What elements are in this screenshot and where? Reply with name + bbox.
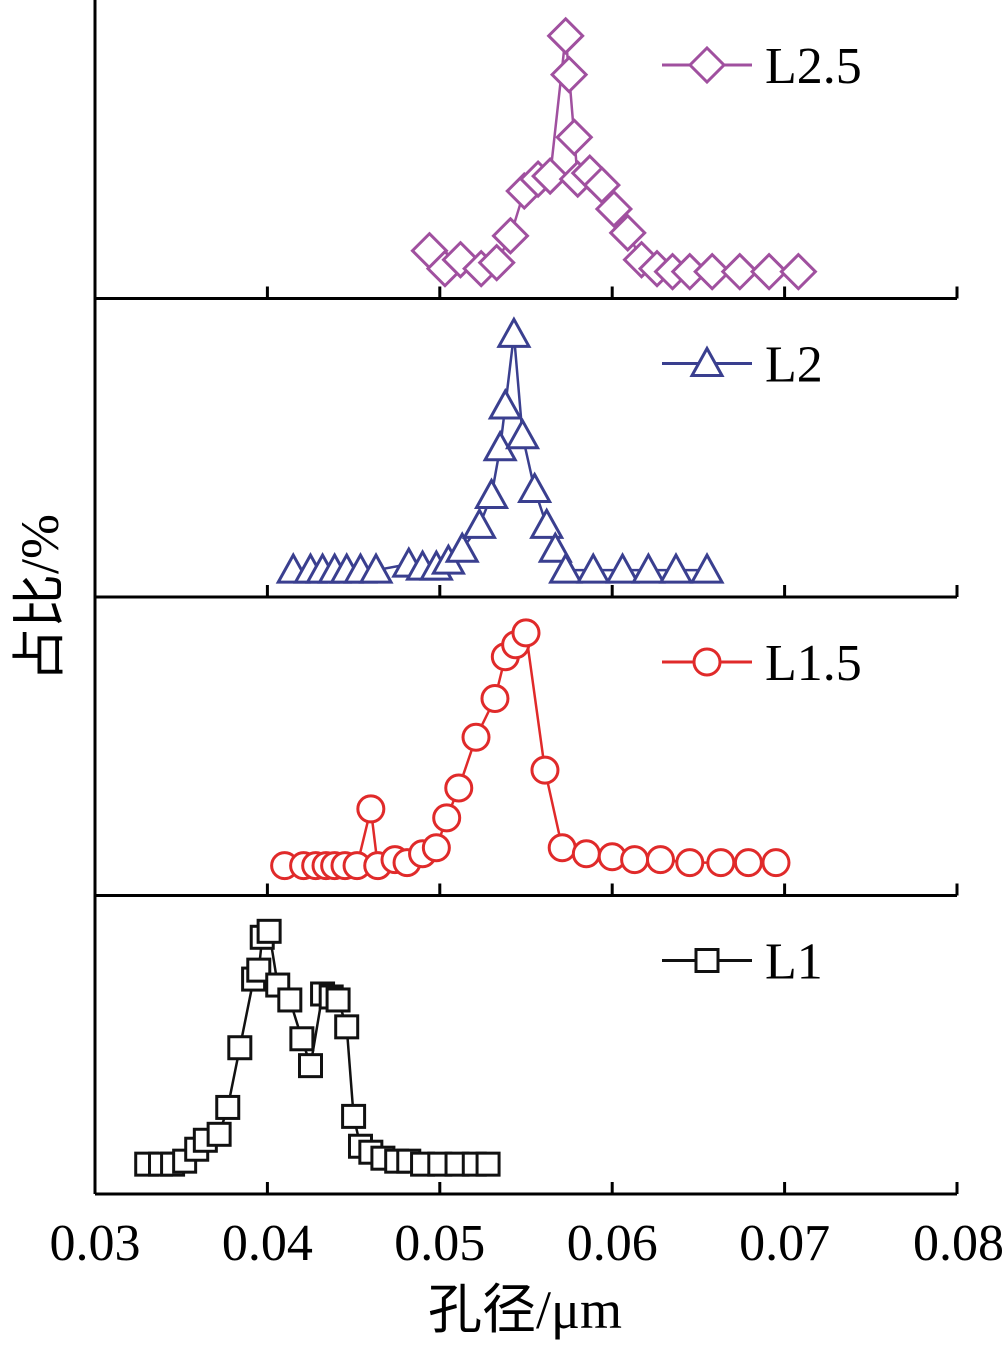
legend-marker [687, 45, 727, 85]
legend-entry: L1.5 [662, 635, 862, 692]
data-point [720, 252, 759, 291]
data-point [549, 55, 589, 94]
data-point [529, 507, 565, 539]
data-point [630, 552, 666, 584]
data-point [475, 1151, 501, 1177]
data-point [461, 507, 498, 539]
data-point [517, 471, 553, 504]
data-point [341, 1103, 367, 1129]
data-point [477, 243, 516, 282]
data-point [473, 477, 510, 510]
data-point [779, 252, 818, 291]
x-axis-ticks: 0.03 0.04 0.05 0.06 0.07 0.08 [50, 1215, 1005, 1272]
legend-marker [694, 948, 720, 973]
legend-label: L2.5 [765, 38, 862, 95]
data-point [480, 683, 510, 713]
data-point [298, 1053, 323, 1079]
x-tick-label: 0.06 [567, 1215, 658, 1272]
data-point [575, 552, 611, 584]
data-point [555, 118, 594, 157]
data-point [421, 833, 451, 863]
data-point [658, 552, 694, 584]
data-point [461, 722, 491, 752]
data-point [547, 833, 577, 863]
data-point [334, 1014, 360, 1040]
data-point [571, 839, 601, 869]
data-point [496, 316, 532, 348]
data-point [227, 1035, 253, 1061]
data-point [749, 252, 789, 291]
data-point [215, 1094, 241, 1120]
legend-label: L1 [765, 934, 823, 991]
data-point [733, 848, 763, 878]
data-point [706, 848, 736, 878]
x-tick-label: 0.08 [913, 1215, 1004, 1272]
data-point [537, 531, 573, 563]
y-axis-title: 占比/% [10, 514, 70, 682]
data-point [693, 252, 732, 291]
data-point [620, 845, 650, 875]
x-tick-label: 0.03 [50, 1215, 141, 1272]
data-point [491, 216, 530, 255]
data-point [206, 1121, 232, 1147]
data-point [548, 552, 584, 584]
x-tick-label: 0.04 [222, 1215, 313, 1272]
legend-entry: L1 [662, 934, 823, 991]
data-point [356, 794, 386, 824]
data-point [246, 957, 272, 983]
legend-entry: L2.5 [662, 38, 862, 95]
legend-entry: L2 [662, 337, 823, 394]
x-axis-title: 孔径/μm [428, 1280, 622, 1340]
data-point [505, 417, 541, 450]
data-point [511, 618, 541, 648]
data-point [358, 552, 394, 584]
data-point [256, 918, 282, 944]
data-point [689, 552, 725, 584]
panel-l1: L1 [95, 918, 959, 1196]
data-point [546, 16, 585, 55]
legend-marker [689, 345, 725, 377]
data-point [487, 387, 523, 420]
data-point [675, 848, 705, 878]
data-point [289, 1026, 315, 1052]
data-point [530, 755, 560, 785]
panel-l2: L2 [95, 316, 959, 599]
legend-label: L2 [765, 337, 823, 394]
data-point [645, 845, 675, 875]
legend-marker [692, 647, 722, 677]
data-point [444, 531, 480, 563]
chart-panels: L2.5 L2 L1.5 L1 [95, 16, 959, 1196]
data-point [594, 189, 634, 229]
panel-l1-5: L1.5 [95, 618, 959, 897]
data-point [432, 803, 462, 833]
data-point [444, 773, 474, 803]
data-point [325, 987, 351, 1013]
data-point [761, 848, 791, 878]
x-tick-label: 0.07 [739, 1215, 830, 1272]
legend-label: L1.5 [765, 635, 862, 692]
x-tick-label: 0.05 [394, 1215, 485, 1272]
data-point [277, 987, 303, 1013]
data-point [531, 156, 570, 196]
panel-l2-5: L2.5 [95, 16, 959, 300]
data-point [604, 552, 641, 584]
data-point [608, 213, 647, 252]
